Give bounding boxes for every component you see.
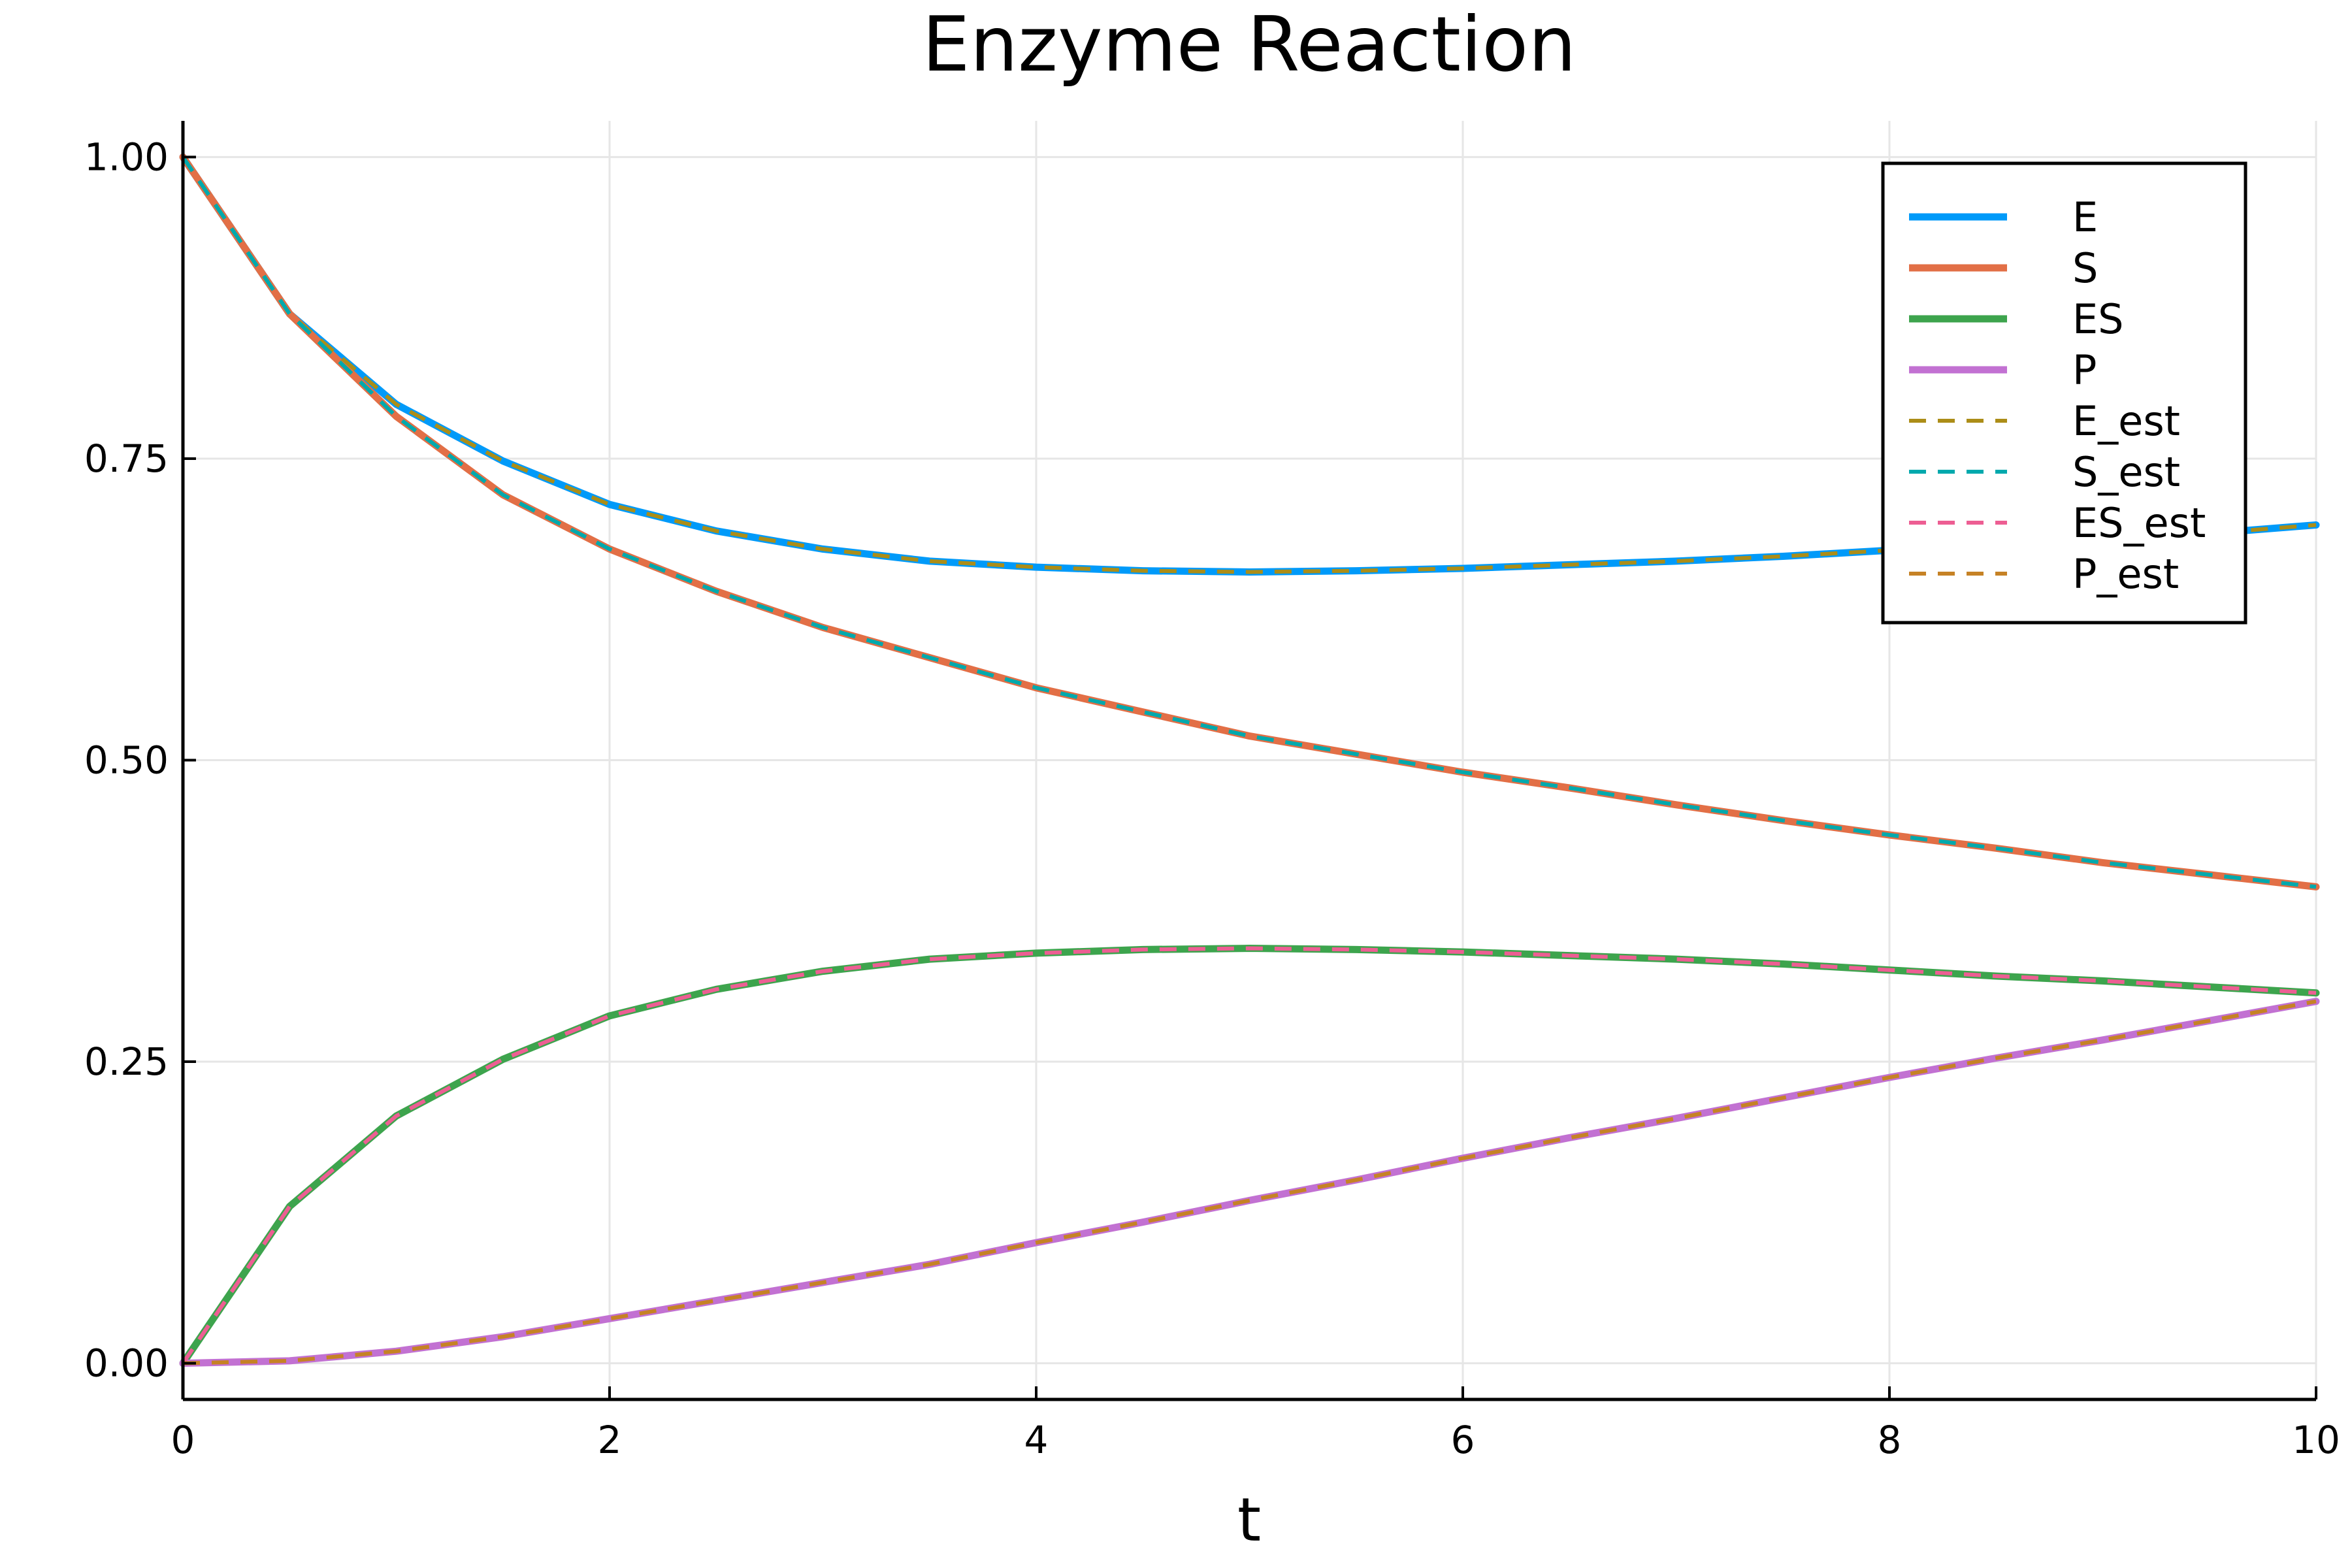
y-tick-label: 0.00 (84, 1341, 169, 1386)
series-line-p-est (182, 999, 2317, 1365)
legend-label-p-est: P_est (2072, 550, 2179, 598)
legend-label-e-est: E_est (2072, 397, 2180, 445)
x-tick-label: 2 (598, 1418, 622, 1462)
series-line-es-est (181, 946, 2317, 1365)
legend-label-p: P (2072, 346, 2097, 394)
x-axis-title: t (1237, 1485, 1261, 1555)
x-tick-label: 0 (171, 1418, 195, 1462)
y-tick-label: 0.50 (84, 738, 169, 783)
series-line-s (179, 153, 2320, 890)
series-line-e-est (181, 155, 2317, 574)
legend-label-e: E (2072, 193, 2098, 241)
legend-label-es-est: ES_est (2072, 499, 2206, 547)
x-tick-label: 4 (1024, 1418, 1049, 1462)
legend-label-s-est: S_est (2072, 448, 2180, 496)
legend-label-es: ES (2072, 295, 2124, 343)
y-tick-label: 1.00 (84, 135, 169, 179)
legend-label-s: S (2072, 244, 2098, 292)
x-tick-label: 8 (1878, 1418, 1902, 1462)
y-tick-label: 0.25 (84, 1039, 169, 1084)
axes: 0 2 4 6 8 10 0.00 0.25 0.50 0.75 1.00 (84, 121, 2340, 1462)
x-tick-label: 10 (2292, 1418, 2340, 1462)
x-tick-label: 6 (1451, 1418, 1475, 1462)
y-tick-label: 0.75 (84, 436, 169, 481)
legend-box (1881, 161, 2247, 625)
chart-title: Enzyme Reaction (922, 1, 1576, 89)
